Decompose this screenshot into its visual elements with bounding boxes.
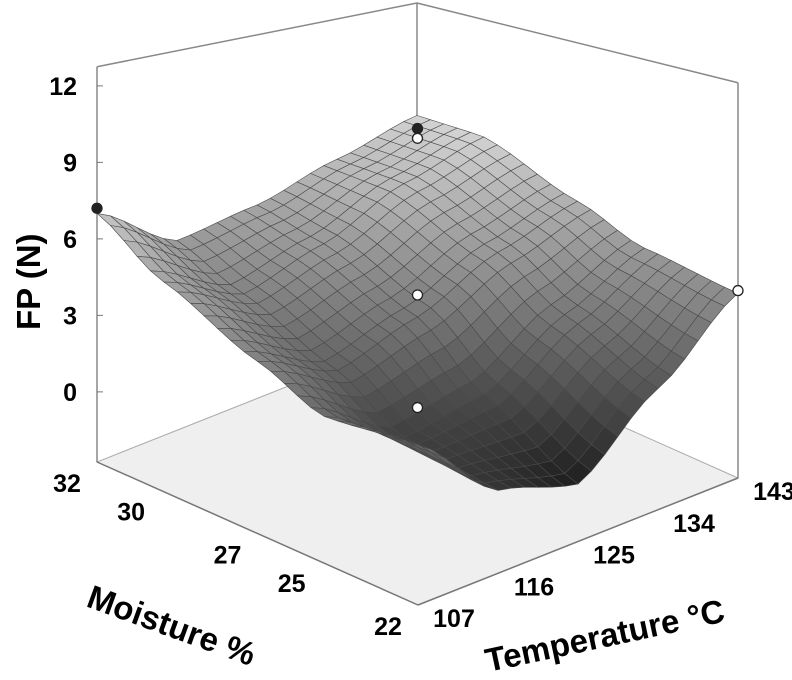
z-axis-title: FP (N) [10,233,47,330]
z-tick-label: 9 [63,149,77,177]
design-point [411,289,424,301]
z-tick-label: 3 [63,302,77,330]
surface-patch [404,440,432,450]
moisture-tick-label: 30 [117,499,145,527]
z-tick-label: 0 [63,379,77,407]
moisture-axis-line [96,461,419,606]
moisture-axis-title: Moisture % [83,578,261,673]
moisture-tick-label: 22 [374,613,402,641]
design-point [411,132,424,144]
temperature-tick-label: 143 [753,478,792,506]
design-point [411,401,424,414]
design-points [91,122,744,414]
top-right-edge [416,2,739,84]
design-point [411,122,424,135]
moisture-tick-label: 27 [214,542,242,570]
top-left-edge [96,2,418,68]
design-point [91,202,103,214]
moisture-tick-label: 32 [53,470,81,498]
tick-labels: 0 3 6 9 12 32 30 27 25 22 107 116 125 134 143 [49,73,792,641]
moisture-tick-label: 25 [278,570,306,598]
temperature-axis-line [417,477,739,606]
response-surface [96,115,739,491]
temperature-tick-label: 107 [433,605,475,633]
axis-box-front [96,461,739,606]
temperature-tick-label: 134 [673,510,715,538]
z-tick-label: 12 [49,73,77,101]
temperature-axis-title: Temperature °C [482,592,728,679]
temperature-tick-label: 125 [593,542,635,570]
design-point [732,284,744,297]
z-tick-label: 6 [63,226,77,254]
temperature-tick-label: 116 [514,573,554,601]
